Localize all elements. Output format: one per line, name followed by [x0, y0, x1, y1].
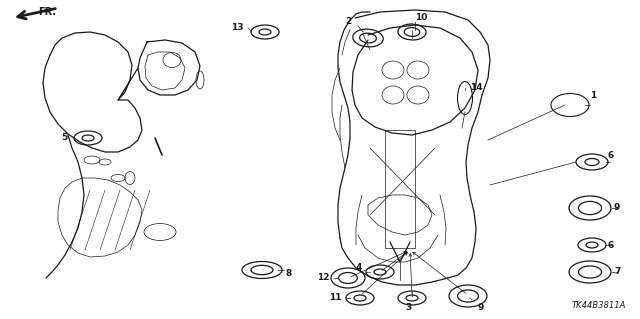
- Text: 13: 13: [232, 24, 244, 33]
- Text: 10: 10: [415, 13, 428, 23]
- Text: 9: 9: [614, 204, 620, 212]
- Text: 2: 2: [346, 18, 352, 26]
- Text: 6: 6: [608, 241, 614, 249]
- Text: 8: 8: [285, 270, 291, 278]
- Text: 7: 7: [614, 268, 620, 277]
- Text: 6: 6: [608, 151, 614, 160]
- Text: 5: 5: [61, 133, 68, 143]
- Text: 3: 3: [405, 303, 411, 313]
- Text: 14: 14: [470, 84, 483, 93]
- Text: 12: 12: [317, 273, 330, 283]
- Text: 1: 1: [590, 91, 596, 100]
- Text: 9: 9: [478, 303, 484, 313]
- Text: FR.: FR.: [38, 7, 56, 17]
- Text: TK44B3811A: TK44B3811A: [572, 301, 626, 310]
- Text: 11: 11: [330, 293, 342, 302]
- Text: 4: 4: [356, 263, 362, 272]
